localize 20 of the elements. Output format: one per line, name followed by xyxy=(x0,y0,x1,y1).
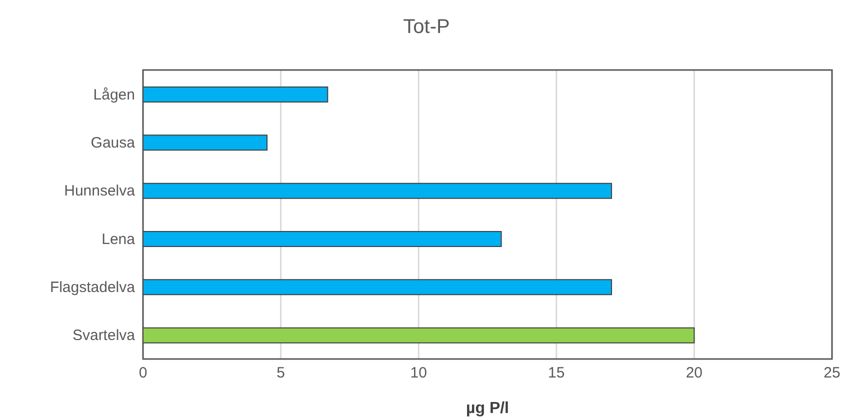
bar xyxy=(143,182,612,199)
x-tick-label: 15 xyxy=(548,364,565,382)
bar xyxy=(143,231,502,247)
bar xyxy=(143,86,328,102)
y-tick-label: Svartelva xyxy=(72,327,136,344)
x-tick-label: 10 xyxy=(410,364,427,382)
bar xyxy=(143,327,695,344)
x-tick-label: 20 xyxy=(686,364,703,382)
x-tick-label: 5 xyxy=(276,364,285,382)
x-axis-title: µg P/l xyxy=(466,400,509,417)
y-tick-label: Hunnselva xyxy=(64,182,136,200)
x-tick-label: 0 xyxy=(138,364,148,382)
bar xyxy=(143,279,612,296)
y-tick-label: Gausa xyxy=(90,134,136,152)
y-tick-label: Lågen xyxy=(93,86,135,104)
bar xyxy=(143,134,268,151)
y-tick-label: Flagstadelva xyxy=(50,279,136,296)
y-tick-label: Lena xyxy=(102,230,136,248)
chart-title: Tot-P xyxy=(402,16,451,39)
x-tick-label: 25 xyxy=(824,364,840,382)
